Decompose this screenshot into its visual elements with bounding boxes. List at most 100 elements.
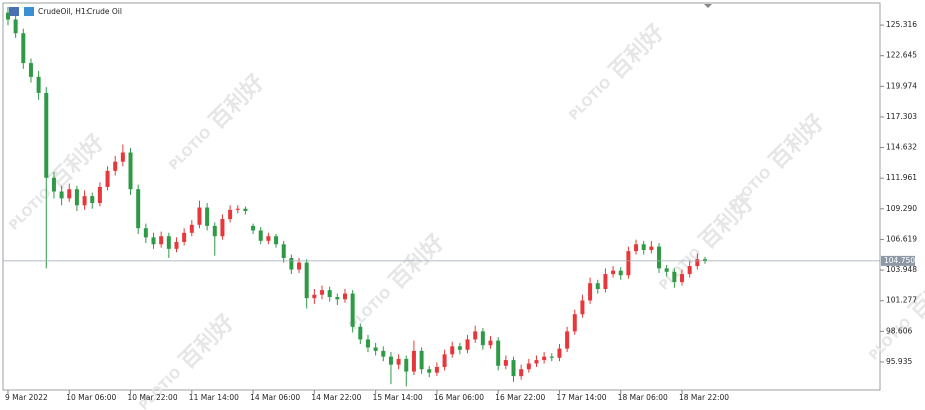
candle-body [411, 350, 416, 372]
candle-body [427, 369, 432, 373]
price-label: 104.750 [884, 256, 915, 265]
x-tick-label: 10 Mar 06:00 [66, 393, 116, 402]
y-tick-label: 125.316 [886, 20, 917, 29]
candle-body [588, 283, 593, 301]
plot [5, 6, 707, 387]
x-tick-label: 9 Mar 2022 [5, 393, 48, 402]
candle-body [419, 350, 424, 370]
candle-body [74, 189, 79, 206]
candle-body [113, 161, 118, 171]
y-tick-label: 111.961 [886, 173, 917, 182]
candle-body [672, 271, 677, 283]
candle-body [549, 356, 554, 358]
candle-body [320, 290, 325, 295]
candle-body [335, 297, 340, 300]
candle-body [28, 63, 33, 77]
y-tick-label: 122.645 [886, 51, 917, 60]
candle-body [235, 208, 240, 210]
y-tick-label: 106.619 [886, 234, 917, 243]
candle-body [680, 274, 685, 283]
candle-body [159, 236, 164, 245]
candle-body [97, 186, 102, 203]
candle-body [465, 339, 470, 350]
candle-body [312, 294, 317, 299]
candle-body [457, 346, 462, 350]
candle-body [388, 356, 393, 365]
candle-body [603, 274, 608, 289]
candle-body [197, 207, 202, 225]
candle-body [105, 170, 110, 187]
candle-body [480, 331, 485, 346]
candle-body [128, 152, 133, 190]
candle-body [21, 33, 26, 64]
candle-body [174, 241, 179, 249]
candle-body [166, 236, 171, 249]
candle-body [205, 207, 210, 226]
x-tick-label: 14 Mar 22:00 [311, 393, 361, 402]
chart-icon[interactable] [9, 7, 19, 16]
y-tick-label: 95.935 [886, 357, 912, 366]
candle-body [13, 19, 18, 34]
candle-body [664, 268, 669, 272]
candle-body [687, 266, 692, 275]
x-tick-label: 14 Mar 06:00 [250, 393, 300, 402]
candle-body [5, 12, 10, 20]
candle-body [44, 92, 49, 178]
candle-body [442, 354, 447, 367]
candle-body [488, 340, 493, 346]
x-tick-label: 18 Mar 22:00 [679, 393, 729, 402]
candle-body [634, 244, 639, 252]
candle-body [519, 369, 524, 377]
candle-body [595, 283, 600, 289]
candle-body [657, 246, 662, 269]
x-tick-label: 15 Mar 14:00 [373, 393, 423, 402]
y-tick-label: 101.277 [886, 296, 917, 305]
symbol-label: CrudeOil, H1: [38, 7, 88, 16]
candle-body [289, 258, 294, 270]
candle-body [297, 262, 302, 270]
candle-body [373, 347, 378, 351]
x-tick-label: 11 Mar 14:00 [189, 393, 239, 402]
candle-body [120, 152, 125, 162]
candle-body [82, 196, 87, 206]
candle-body [450, 346, 455, 355]
candle-body [342, 293, 347, 300]
x-tick-label: 16 Mar 22:00 [495, 393, 545, 402]
candle-body [473, 331, 478, 340]
candle-body [557, 348, 562, 358]
candle-body [182, 232, 187, 242]
symbol-description: Crude Oil [87, 7, 122, 16]
shift-marker [704, 4, 712, 8]
candle-body [641, 244, 646, 250]
candle-body [67, 189, 72, 199]
y-tick-label: 98.606 [886, 326, 912, 335]
candle-body [143, 228, 148, 238]
trade-icon[interactable] [24, 7, 34, 16]
candle-body [151, 237, 156, 245]
candle-body [381, 350, 386, 357]
candle-body [281, 244, 286, 259]
candle-body [251, 225, 256, 231]
x-tick-label: 16 Mar 06:00 [434, 393, 484, 402]
candle-body [503, 360, 508, 366]
candle-body [228, 209, 233, 220]
candle-body [136, 189, 141, 229]
candle-body [434, 366, 439, 373]
y-tick-label: 119.974 [886, 81, 917, 90]
candle-body [350, 293, 355, 327]
candle-body [212, 225, 217, 237]
candle-body [580, 300, 585, 315]
candle-body [695, 259, 700, 267]
candle-body [189, 224, 194, 233]
x-tick-label: 17 Mar 14:00 [556, 393, 606, 402]
candle-body [258, 230, 263, 241]
y-tick-label: 114.632 [886, 143, 917, 152]
plot-area [2, 2, 881, 391]
candle-body [365, 339, 370, 348]
y-tick-label: 109.290 [886, 204, 917, 213]
candle-body [274, 236, 279, 245]
candle-body [59, 191, 64, 199]
candle-body [542, 356, 547, 361]
candle-body [496, 340, 501, 366]
